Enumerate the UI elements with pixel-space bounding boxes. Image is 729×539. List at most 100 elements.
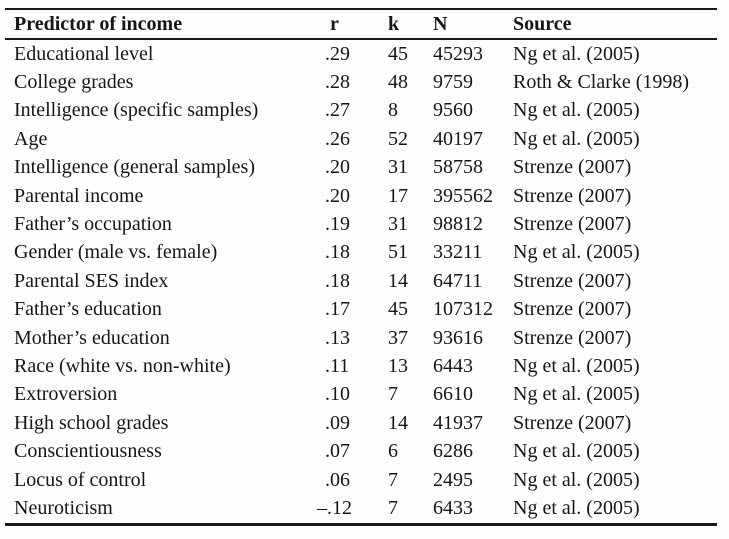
- cell-predictor: Neuroticism: [14, 496, 113, 519]
- cell-k: 7: [388, 383, 398, 406]
- cell-n: 107312: [433, 298, 493, 321]
- table-row: Locus of control .06 7 2495 Ng et al. (2005): [5, 466, 717, 494]
- cell-r: .27: [325, 99, 350, 122]
- table-row: College grades .28 48 9759 Roth & Clarke (19…: [5, 68, 717, 96]
- cell-source: Strenze (2007): [513, 156, 632, 179]
- cell-source: Ng et al. (2005): [513, 127, 640, 150]
- cell-predictor: Intelligence (specific samples): [14, 99, 259, 122]
- cell-source: Strenze (2007): [513, 213, 632, 236]
- cell-source: Ng et al. (2005): [513, 468, 640, 491]
- cell-predictor: Parental SES index: [14, 269, 169, 292]
- table-row: Gender (male vs. female) .18 51 33211 Ng et …: [5, 239, 717, 267]
- cell-source: Ng et al. (2005): [513, 241, 640, 264]
- cell-k: 14: [388, 411, 408, 434]
- cell-r: .18: [325, 269, 350, 292]
- cell-k: 14: [388, 269, 408, 292]
- cell-r: .09: [325, 411, 350, 434]
- cell-n: 93616: [433, 326, 483, 349]
- col-header-k: k: [388, 12, 400, 35]
- cell-predictor: Conscientiousness: [14, 440, 162, 463]
- cell-k: 17: [388, 184, 408, 207]
- cell-r: .10: [325, 383, 350, 406]
- cell-k: 37: [388, 326, 408, 349]
- table-row: Conscientiousness .07 6 6286 Ng et al. (2005…: [5, 437, 717, 465]
- cell-r: .18: [325, 241, 350, 264]
- cell-r: .17: [325, 298, 350, 321]
- table-row: Intelligence (general samples) .20 31 58758…: [5, 154, 717, 182]
- cell-n: 45293: [433, 42, 483, 65]
- cell-predictor: Gender (male vs. female): [14, 241, 218, 264]
- cell-n: 6443: [433, 354, 473, 377]
- cell-predictor: Father’s education: [14, 298, 162, 321]
- cell-n: 6433: [433, 496, 473, 519]
- cell-k: 13: [388, 354, 408, 377]
- cell-predictor: Extroversion: [14, 383, 118, 406]
- cell-k: 45: [388, 42, 408, 65]
- cell-r: .28: [325, 71, 350, 94]
- cell-predictor: High school grades: [14, 411, 169, 434]
- cell-k: 51: [388, 241, 408, 264]
- cell-source: Strenze (2007): [513, 184, 632, 207]
- cell-n: 6286: [433, 440, 473, 463]
- cell-source: Strenze (2007): [513, 411, 632, 434]
- cell-predictor: College grades: [14, 71, 134, 94]
- cell-n: 395562: [433, 184, 493, 207]
- cell-r: .20: [325, 156, 350, 179]
- cell-r: .26: [325, 127, 350, 150]
- cell-predictor: Educational level: [14, 42, 154, 65]
- cell-source: Ng et al. (2005): [513, 42, 640, 65]
- col-header-predictor: Predictor of income: [14, 12, 183, 35]
- table-row: High school grades .09 14 41937 Strenze (200…: [5, 409, 717, 437]
- cell-n: 9560: [433, 99, 473, 122]
- cell-r: .06: [325, 468, 350, 491]
- cell-predictor: Locus of control: [14, 468, 147, 491]
- table-row: Educational level .29 45 45293 Ng et al. (20…: [5, 39, 717, 68]
- cell-k: 48: [388, 71, 408, 94]
- cell-source: Strenze (2007): [513, 326, 632, 349]
- col-header-source: Source: [513, 12, 572, 35]
- table-row: Race (white vs. non-white) .11 13 6443 Ng et…: [5, 352, 717, 380]
- cell-r: .11: [325, 354, 350, 377]
- cell-n: 2495: [433, 468, 473, 491]
- table-row: Extroversion .10 7 6610 Ng et al. (2005): [5, 381, 717, 409]
- cell-predictor: Parental income: [14, 184, 144, 207]
- table-row: Parental income .20 17 395562 Strenze (2007): [5, 182, 717, 210]
- cell-k: 52: [388, 127, 408, 150]
- table-row: Mother’s education .13 37 93616 Strenze (200…: [5, 324, 717, 352]
- cell-k: 31: [388, 213, 408, 236]
- table-row: Father’s occupation .19 31 98812 Strenze (20…: [5, 210, 717, 238]
- cell-n: 98812: [433, 213, 483, 236]
- cell-r: .07: [325, 440, 350, 463]
- cell-source: Ng et al. (2005): [513, 99, 640, 122]
- cell-n: 33211: [433, 241, 483, 264]
- table-row: Parental SES index .18 14 64711 Strenze (200…: [5, 267, 717, 295]
- header-row: Predictor of income r k N Source: [5, 9, 717, 39]
- col-header-n: N: [433, 12, 448, 35]
- cell-n: 6610: [433, 383, 473, 406]
- cell-source: Ng et al. (2005): [513, 440, 640, 463]
- cell-predictor: Father’s occupation: [14, 213, 172, 236]
- cell-source: Strenze (2007): [513, 269, 632, 292]
- cell-predictor: Age: [14, 127, 48, 150]
- cell-source: Ng et al. (2005): [513, 496, 640, 519]
- cell-k: 8: [388, 99, 398, 122]
- table-body: Educational level .29 45 45293 Ng et al. (20…: [5, 39, 717, 524]
- cell-n: 58758: [433, 156, 483, 179]
- cell-r: .29: [325, 42, 350, 65]
- table-row: Intelligence (specific samples) .27 8 9560 N…: [5, 97, 717, 125]
- predictors-of-income-table: Predictor of income r k N Source Educati…: [5, 8, 717, 526]
- cell-predictor: Race (white vs. non-white): [14, 354, 231, 377]
- cell-r: .20: [325, 184, 350, 207]
- table-row: Neuroticism –.12 7 6433 Ng et al. (2005): [5, 494, 717, 524]
- table-row: Age .26 52 40197 Ng et al. (2005): [5, 125, 717, 153]
- cell-predictor: Mother’s education: [14, 326, 170, 349]
- cell-n: 40197: [433, 127, 483, 150]
- cell-k: 7: [388, 496, 398, 519]
- cell-r: .19: [325, 213, 350, 236]
- cell-r: –.12: [317, 496, 352, 519]
- cell-source: Roth & Clarke (1998): [513, 71, 690, 94]
- cell-k: 31: [388, 156, 408, 179]
- cell-k: 6: [388, 440, 398, 463]
- cell-n: 64711: [433, 269, 483, 292]
